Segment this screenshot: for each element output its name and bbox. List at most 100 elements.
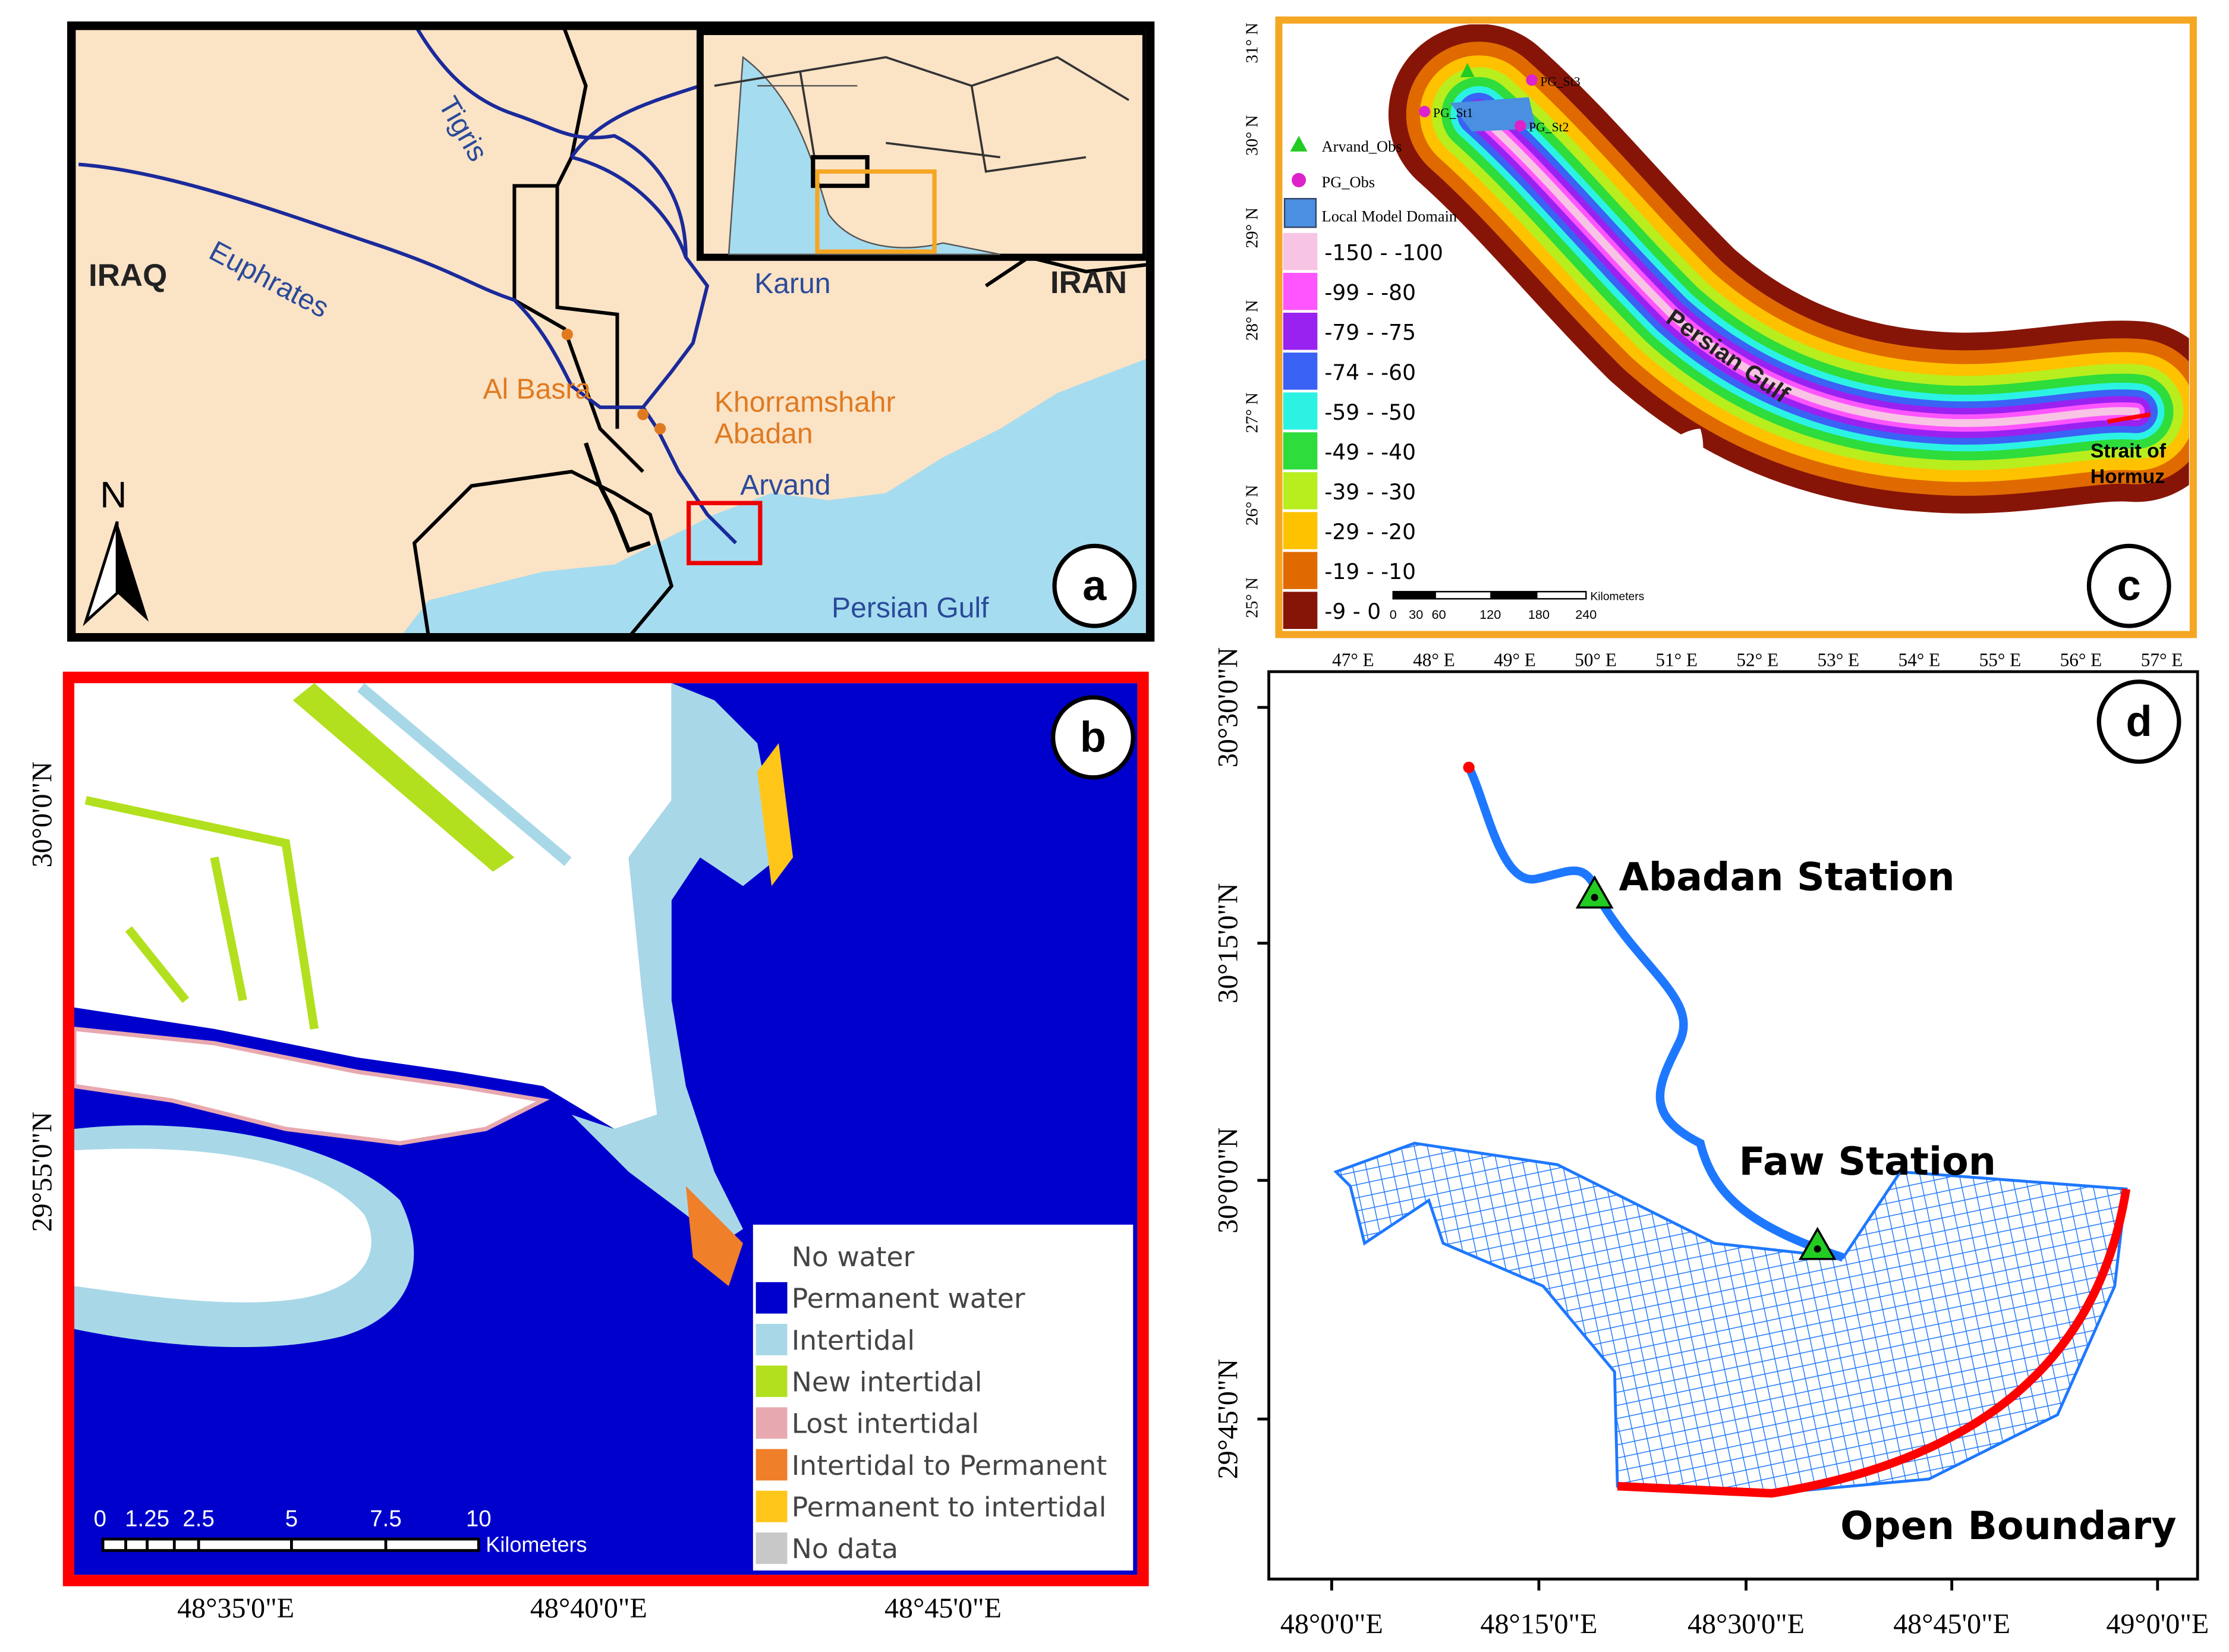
scale-label: 60	[1432, 607, 1446, 622]
station-marker	[1591, 893, 1598, 901]
legend-label: -49 - -40	[1324, 440, 1416, 465]
new-intertidal	[84, 796, 319, 1030]
station-marker	[1575, 875, 1614, 909]
panel-badge	[1051, 695, 1135, 780]
river	[1465, 765, 1845, 1262]
x-tick-label: 48°35'0"E	[177, 1593, 294, 1624]
scale-bar	[124, 1539, 388, 1551]
legend-marker	[1290, 136, 1308, 152]
panel-d: Abadan Station Faw Station Open Boundary…	[1213, 647, 2209, 1640]
panel-badge	[2096, 679, 2181, 764]
legend-label: Local Model Domain	[1322, 207, 1457, 225]
scale-label: 1.25	[125, 1506, 169, 1531]
marker-symbol	[1460, 62, 1475, 77]
station-marker	[1419, 105, 1431, 118]
panel-label: d	[2126, 698, 2152, 745]
panel-c: c Persian Gulf Strait of Hormuz PG_St3PG…	[1283, 24, 2189, 631]
station-label: Faw Station	[1739, 1140, 1995, 1184]
y-tick-label: 30°0'0"N	[1213, 1127, 1244, 1233]
city-label: Al Basra	[483, 373, 591, 405]
legend-swatch	[755, 1324, 788, 1355]
y-tick-label: 26° N	[1242, 484, 1261, 526]
y-tick-label: 29°45'0"N	[1213, 1359, 1244, 1479]
scale-label: 10	[466, 1506, 492, 1531]
legend-swatch	[755, 1449, 788, 1481]
station-label: PG_St3	[1540, 74, 1580, 89]
inset-box	[815, 169, 937, 254]
land	[74, 683, 672, 1129]
x-tick-label: 53° E	[1817, 649, 1859, 670]
scale-label: 7.5	[370, 1506, 401, 1531]
country-label: IRAN	[1050, 265, 1127, 300]
legend-swatch	[1283, 512, 1318, 549]
legend-label: No data	[792, 1533, 898, 1565]
legend-swatch	[1283, 313, 1318, 350]
panel-badge	[2086, 543, 2171, 628]
river-label: Arvand	[740, 469, 830, 501]
x-tick-label: 49° E	[1494, 649, 1536, 670]
depth-band	[1475, 110, 2140, 427]
x-tick-label: 48° E	[1413, 649, 1455, 670]
panel-label: c	[2117, 562, 2141, 610]
station-label: PG_St1	[1433, 106, 1473, 120]
x-tick-label: 48°0'0"E	[1280, 1609, 1383, 1640]
x-tick-label: 50° E	[1575, 649, 1617, 670]
y-tick-label: 29°55'0"N	[27, 1112, 58, 1232]
y-tick-label: 27° N	[1242, 392, 1261, 433]
scale-label: 120	[1479, 607, 1501, 622]
station-label: PG_St2	[1529, 120, 1569, 134]
strait-label: Hormuz	[2091, 466, 2165, 488]
legend-swatch	[1283, 472, 1318, 509]
legend-label: Intertidal to Permanent	[792, 1450, 1107, 1481]
legend-label: Arvand_Obs	[1322, 137, 1402, 155]
legend-swatch	[1283, 272, 1318, 310]
y-tick-label: 31° N	[1242, 23, 1261, 64]
legend-swatch	[755, 1490, 788, 1522]
city-label: Khorramshahr	[714, 386, 896, 418]
open-boundary	[2107, 412, 2151, 424]
river-head	[1463, 762, 1475, 773]
legend-label: -19 - -10	[1324, 559, 1416, 584]
station-marker	[1526, 74, 1538, 86]
study-area-box	[687, 501, 763, 565]
panel-label: a	[1082, 562, 1107, 610]
local-domain	[1450, 97, 1537, 132]
inset-sea	[728, 55, 1000, 256]
y-tick-label: 30°0'0"N	[27, 762, 58, 867]
legend-swatch	[1283, 353, 1318, 390]
legend-label: -79 - -75	[1324, 320, 1416, 345]
cities	[561, 328, 666, 435]
model-mesh	[1333, 1141, 2128, 1495]
legend-swatch	[755, 1365, 788, 1398]
legend-label: PG_Obs	[1322, 173, 1375, 191]
boundary-label: Open Boundary	[1840, 1504, 2176, 1549]
legend-label: -99 - -80	[1324, 281, 1416, 306]
station-marker	[1515, 120, 1526, 132]
rivers	[78, 30, 738, 545]
x-tick-label: 49°0'0"E	[2106, 1609, 2209, 1640]
y-tick-label: 28° N	[1242, 300, 1261, 341]
y-tick-label: 25° N	[1242, 577, 1261, 618]
legend-swatch	[1283, 432, 1318, 470]
scale-label: 240	[1575, 607, 1597, 622]
river-label: Karun	[754, 268, 830, 300]
country-label: IRAQ	[89, 258, 167, 293]
legend-swatch	[755, 1532, 788, 1564]
legend-label: Intertidal	[792, 1324, 915, 1356]
x-tick-label: 57° E	[2141, 649, 2183, 670]
x-tick-label: 55° E	[1979, 649, 2022, 670]
panel-badge	[1052, 543, 1137, 628]
land	[74, 1148, 372, 1302]
x-tick-label: 48°40'0"E	[530, 1593, 647, 1624]
legend-box	[753, 1225, 1134, 1571]
panel-frame	[62, 671, 1149, 1587]
intertidal-to-permanent	[685, 1186, 743, 1286]
bathymetry	[1388, 24, 2189, 629]
legend-swatch	[755, 1407, 788, 1439]
legend-swatch	[755, 1282, 788, 1314]
legend-swatch	[755, 1240, 788, 1272]
scale-label: 0	[94, 1506, 106, 1531]
land	[1557, 429, 1704, 629]
